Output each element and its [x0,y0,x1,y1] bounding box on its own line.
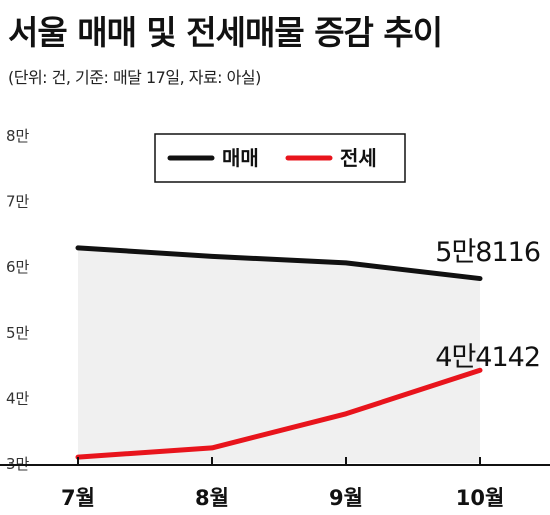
chart-subtitle: (단위: 건, 기준: 매달 17일, 자료: 아실) [8,68,261,87]
legend-label: 매매 [222,146,259,170]
y-tick-label: 6만 [6,258,30,276]
series-line-jeonse [75,367,483,460]
sale-area [78,247,480,463]
chart-title: 서울 매매 및 전세매물 증감 추이 [8,13,443,52]
y-tick-label: 4만 [6,389,30,407]
x-axis: 7월 8월 9월 10월 [0,457,550,510]
x-tick-label: 10월 [456,486,505,510]
x-tick-label: 9월 [329,486,363,510]
series-lines [75,245,483,460]
legend-label: 전세 [340,146,377,170]
data-label: 4만4142 [435,342,540,373]
data-label: 5만8116 [435,237,540,268]
series-line-sale [75,245,483,282]
legend: 매매 전세 [154,133,406,183]
x-tick-label: 7월 [61,486,95,510]
x-tick-label: 8월 [195,486,229,510]
sale-area-fill [78,247,480,463]
y-tick-label: 8만 [6,127,30,145]
y-tick-label: 5만 [6,324,30,342]
data-labels: 5만8116 4만4142 [435,237,541,373]
y-tick-label: 7만 [6,193,30,211]
